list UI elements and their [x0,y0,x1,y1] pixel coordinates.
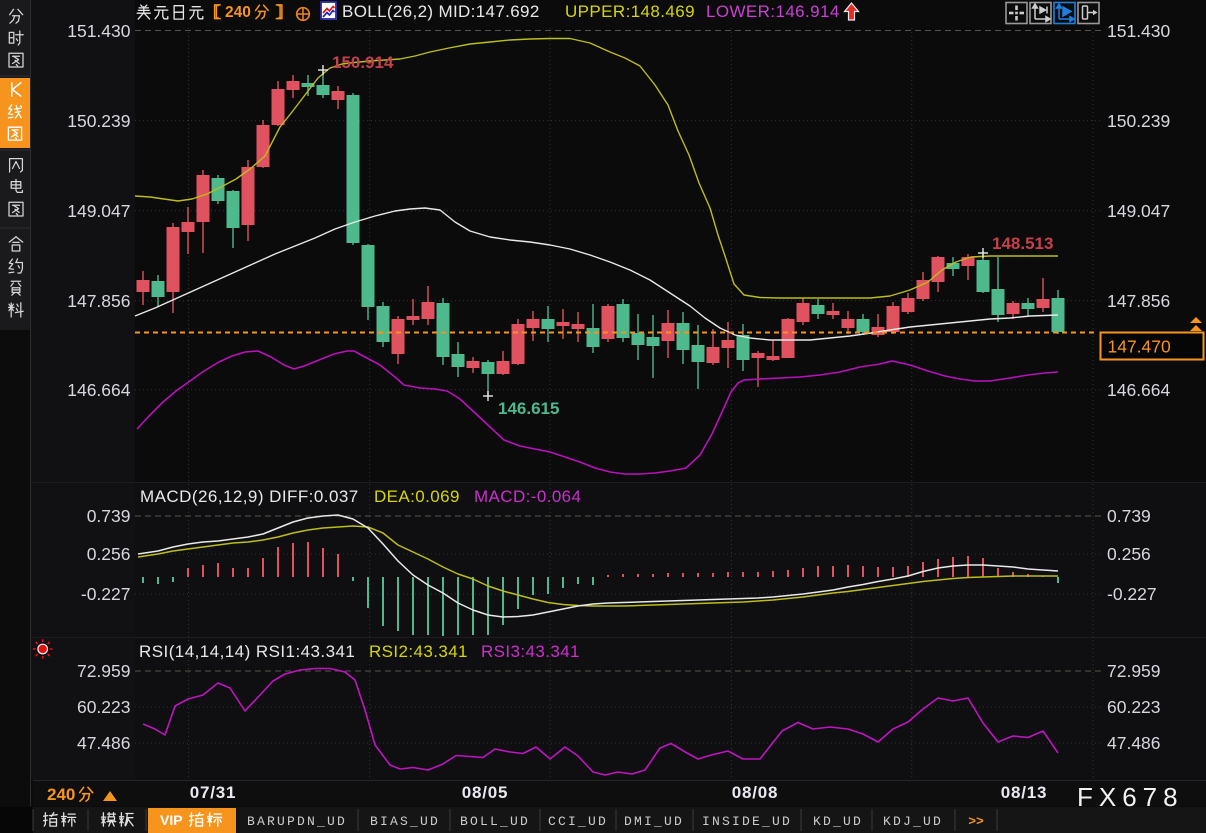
svg-text:BOLL(26,2) MID:147.692: BOLL(26,2) MID:147.692 [342,2,540,21]
svg-text:148.513: 148.513 [992,234,1053,253]
svg-text:BOLL_UD: BOLL_UD [460,814,530,829]
svg-text:60.223: 60.223 [77,697,131,717]
svg-text:149.047: 149.047 [1107,201,1170,221]
svg-text:0.256: 0.256 [1107,544,1151,564]
svg-text:08/13: 08/13 [1001,783,1048,802]
svg-text:-0.227: -0.227 [81,584,131,604]
svg-text:151.430: 151.430 [67,21,131,41]
svg-text:LOWER:146.914: LOWER:146.914 [706,2,840,21]
svg-text:RSI(14,14,14) RSI1:43.341: RSI(14,14,14) RSI1:43.341 [139,642,355,661]
svg-text:147.856: 147.856 [67,291,130,311]
svg-text:240: 240 [47,785,75,804]
svg-text:240: 240 [225,4,251,21]
svg-text:DMI_UD: DMI_UD [624,814,684,829]
svg-text:>>: >> [968,814,984,829]
svg-text:08/05: 08/05 [462,783,509,802]
svg-text:INSIDE_UD: INSIDE_UD [702,814,792,829]
svg-text:0.739: 0.739 [1107,506,1151,526]
svg-text:146.664: 146.664 [1107,380,1171,400]
svg-text:RSI2:43.341: RSI2:43.341 [369,642,468,661]
svg-text:BIAS_UD: BIAS_UD [370,814,440,829]
svg-text:0.256: 0.256 [87,544,131,564]
svg-text:72.959: 72.959 [1107,661,1161,681]
svg-text:0.739: 0.739 [87,506,131,526]
svg-text:08/08: 08/08 [732,783,779,802]
svg-text:RSI3:43.341: RSI3:43.341 [481,642,580,661]
svg-text:DEA:0.069: DEA:0.069 [374,487,460,506]
svg-text:MACD:-0.064: MACD:-0.064 [474,487,581,506]
svg-text:147.470: 147.470 [1108,337,1172,357]
svg-text:150.239: 150.239 [1107,111,1170,131]
svg-text:150.239: 150.239 [67,111,130,131]
svg-text:149.047: 149.047 [67,201,130,221]
svg-text:146.664: 146.664 [67,380,131,400]
svg-text:147.856: 147.856 [1107,291,1170,311]
svg-text:47.486: 47.486 [77,733,131,753]
svg-text:MACD(26,12,9) DIFF:0.037: MACD(26,12,9) DIFF:0.037 [140,487,359,506]
svg-text:-0.227: -0.227 [1107,584,1157,604]
svg-text:151.430: 151.430 [1107,21,1171,41]
svg-text:150.914: 150.914 [332,53,394,72]
svg-text:KD_UD: KD_UD [813,814,863,829]
svg-text:BARUPDN_UD: BARUPDN_UD [247,814,347,829]
svg-text:KDJ_UD: KDJ_UD [883,814,943,829]
svg-text:47.486: 47.486 [1107,733,1161,753]
svg-text:UPPER:148.469: UPPER:148.469 [565,2,695,21]
svg-text:60.223: 60.223 [1107,697,1161,717]
svg-text:VIP: VIP [160,812,183,828]
svg-text:72.959: 72.959 [77,661,131,681]
svg-text:CCI_UD: CCI_UD [548,814,608,829]
svg-text:07/31: 07/31 [190,783,237,802]
svg-text:146.615: 146.615 [498,399,559,418]
